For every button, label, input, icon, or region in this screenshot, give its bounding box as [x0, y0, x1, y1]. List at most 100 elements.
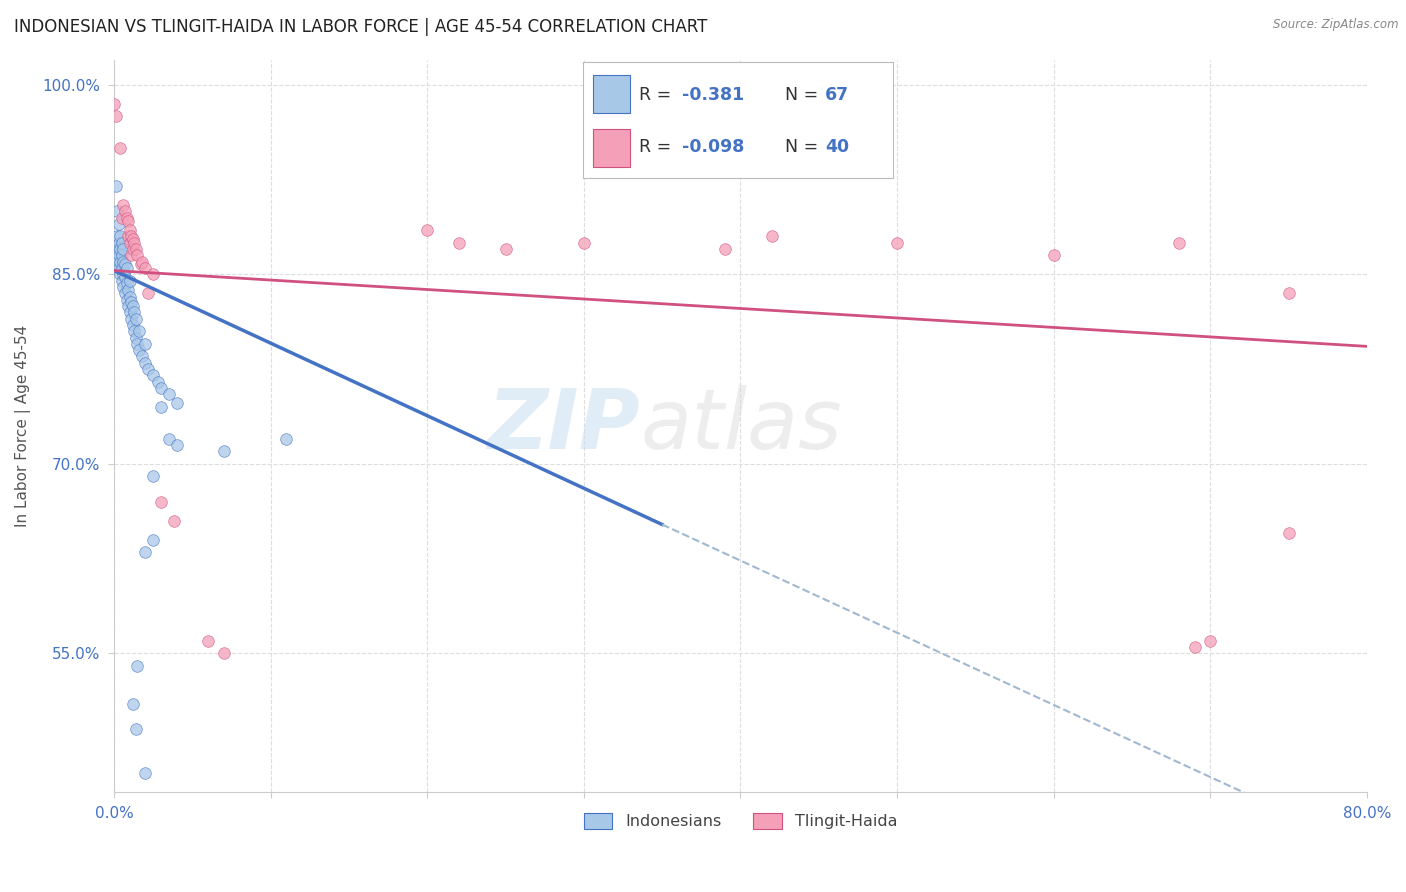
- Point: [134, 260, 156, 275]
- Point: [121, 299, 143, 313]
- Point: [495, 242, 517, 256]
- Point: [114, 286, 136, 301]
- Point: [120, 229, 142, 244]
- Point: [1199, 633, 1222, 648]
- Point: [118, 290, 141, 304]
- Point: [107, 217, 129, 231]
- Text: N =: N =: [785, 138, 818, 156]
- Point: [117, 214, 139, 228]
- Point: [142, 469, 165, 483]
- Point: [110, 229, 132, 244]
- Point: [125, 330, 148, 344]
- Point: [162, 514, 184, 528]
- Point: [118, 305, 141, 319]
- Point: [115, 293, 138, 307]
- Point: [127, 659, 149, 673]
- Point: [117, 229, 139, 244]
- Point: [1277, 526, 1299, 541]
- Point: [111, 260, 134, 275]
- Y-axis label: In Labor Force | Age 45-54: In Labor Force | Age 45-54: [15, 325, 31, 527]
- Point: [134, 356, 156, 370]
- Point: [110, 242, 132, 256]
- Point: [166, 438, 188, 452]
- Point: [112, 242, 135, 256]
- Point: [125, 722, 148, 736]
- Point: [120, 295, 142, 310]
- Point: [111, 248, 134, 262]
- Point: [107, 260, 129, 275]
- Point: [124, 324, 146, 338]
- Point: [105, 229, 128, 244]
- Point: [1184, 640, 1206, 654]
- Point: [128, 343, 150, 358]
- Text: 67: 67: [825, 86, 849, 103]
- Point: [104, 178, 127, 193]
- Point: [134, 545, 156, 559]
- Point: [127, 336, 149, 351]
- Point: [112, 280, 135, 294]
- Point: [761, 229, 783, 244]
- Text: R =: R =: [640, 138, 672, 156]
- Point: [117, 299, 139, 313]
- Point: [118, 223, 141, 237]
- Point: [146, 375, 169, 389]
- Text: atlas: atlas: [640, 385, 842, 467]
- Point: [1167, 235, 1189, 250]
- Point: [104, 110, 127, 124]
- Text: -0.098: -0.098: [682, 138, 745, 156]
- Point: [149, 381, 172, 395]
- Point: [115, 260, 138, 275]
- Point: [1042, 248, 1064, 262]
- Point: [114, 204, 136, 219]
- Text: R =: R =: [640, 86, 672, 103]
- Point: [112, 254, 135, 268]
- Point: [103, 96, 125, 111]
- Point: [110, 254, 132, 268]
- Point: [572, 235, 595, 250]
- Point: [112, 198, 135, 212]
- Point: [142, 268, 165, 282]
- Point: [121, 242, 143, 256]
- Point: [103, 254, 125, 268]
- Point: [129, 257, 152, 271]
- Point: [1277, 286, 1299, 301]
- Point: [131, 350, 153, 364]
- FancyBboxPatch shape: [593, 128, 630, 167]
- Text: 40: 40: [825, 138, 849, 156]
- FancyBboxPatch shape: [593, 75, 630, 113]
- Point: [114, 269, 136, 284]
- Point: [713, 242, 735, 256]
- Point: [128, 324, 150, 338]
- Point: [111, 274, 134, 288]
- Point: [121, 697, 143, 711]
- Point: [111, 235, 134, 250]
- Point: [138, 362, 160, 376]
- Point: [124, 305, 146, 319]
- Text: ZIP: ZIP: [488, 385, 640, 467]
- Point: [886, 235, 908, 250]
- Point: [138, 286, 160, 301]
- Point: [118, 235, 141, 250]
- Point: [121, 232, 143, 246]
- Text: Source: ZipAtlas.com: Source: ZipAtlas.com: [1274, 18, 1399, 31]
- Point: [197, 633, 219, 648]
- Point: [149, 495, 172, 509]
- Point: [120, 311, 142, 326]
- Point: [107, 235, 129, 250]
- Point: [120, 248, 142, 262]
- Point: [134, 766, 156, 780]
- Point: [276, 432, 298, 446]
- Point: [107, 248, 129, 262]
- Point: [142, 368, 165, 383]
- Point: [110, 141, 132, 155]
- Point: [121, 318, 143, 332]
- Point: [212, 646, 235, 660]
- Point: [212, 444, 235, 458]
- Point: [157, 432, 180, 446]
- Point: [127, 248, 149, 262]
- Point: [115, 211, 138, 225]
- Text: -0.381: -0.381: [682, 86, 745, 103]
- Point: [105, 204, 128, 219]
- Legend: Indonesians, Tlingit-Haida: Indonesians, Tlingit-Haida: [576, 806, 904, 836]
- Point: [105, 242, 128, 256]
